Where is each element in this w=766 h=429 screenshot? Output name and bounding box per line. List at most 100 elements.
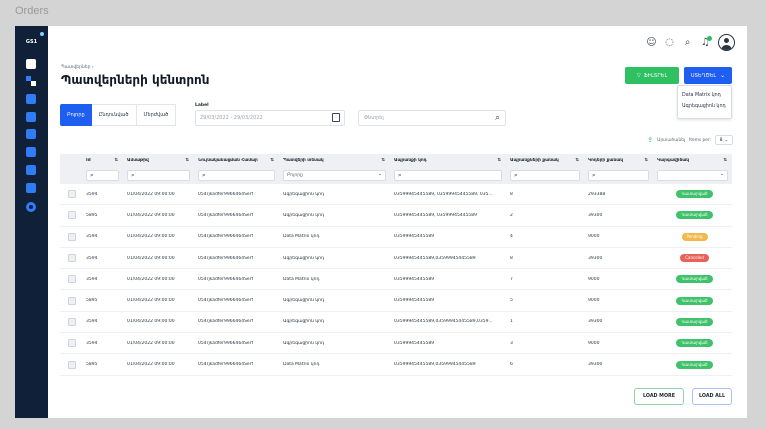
cell-ident: 054rjkadfer9966464Serf <box>198 191 254 197</box>
cell-ident: 054rjkadfer9966464Serf <box>198 298 254 304</box>
breadcrumb[interactable]: Պատվերներ › <box>61 65 94 70</box>
search-input[interactable]: Փնտրել ⌕ <box>358 110 506 126</box>
nav-cards-icon[interactable] <box>26 165 36 175</box>
tab-rejected[interactable]: Մերժված <box>136 104 177 126</box>
header-qty[interactable]: Ապրանքների քանակ ⇅ <box>510 158 579 163</box>
table-row[interactable]: 5895 01/04/2022 09:00:00 054rjkadfer996646… <box>60 354 732 376</box>
export-label[interactable]: Արտահանել <box>657 137 686 143</box>
date-range-input[interactable]: 29/03/2022 - 29/03/2022 <box>195 110 345 126</box>
nav-checklist-icon[interactable] <box>26 112 36 122</box>
table-row[interactable]: 3594 01/04/2022 09:00:00 054rjkadfer996646… <box>60 184 732 206</box>
create-button[interactable]: ՍՏԵՂԾԵԼ ⌄ <box>684 67 732 84</box>
filter-id-input[interactable]: ⌕ <box>86 170 119 181</box>
filter-code-input[interactable]: ⌕ <box>394 170 502 181</box>
table-utilities: ⇪ Արտահանել Items per: 8 ⌄ <box>647 135 733 145</box>
search-icon[interactable]: ⌕ <box>684 36 691 48</box>
sort-icon[interactable]: ⇅ <box>575 158 579 163</box>
menu-item-data-matrix[interactable]: Data Matrix կոդ <box>682 93 721 98</box>
header-type[interactable]: Պատվերի տեսակ ⇅ <box>283 158 385 163</box>
filter-button[interactable]: ▽ ՖԻԼՏՐԵԼ <box>625 67 679 84</box>
row-checkbox[interactable] <box>68 211 76 220</box>
cell-date: 01/04/2022 09:00:00 <box>127 255 175 261</box>
cell-codes: 03599945445589,03599945445589 <box>394 255 476 261</box>
tab-accepted[interactable]: Ընդունված <box>91 104 137 126</box>
avatar[interactable] <box>718 33 735 51</box>
cell-date: 01/04/2022 09:00:00 <box>127 234 175 240</box>
filter-count-input[interactable]: ⌕ <box>588 170 649 181</box>
filter-date-input[interactable]: ⌕ <box>127 170 190 181</box>
nav-settings-icon[interactable] <box>26 202 36 212</box>
search-icon[interactable]: ⌕ <box>494 113 500 123</box>
search-icon: ⌕ <box>398 171 402 179</box>
cell-type: Data Matrix կոդ <box>283 234 320 240</box>
cell-qty: 6 <box>510 362 513 368</box>
cell-date: 01/04/2022 09:00:00 <box>127 191 175 197</box>
sort-icon[interactable]: ⇅ <box>114 158 118 163</box>
row-checkbox[interactable] <box>68 275 76 284</box>
load-all-button[interactable]: LOAD ALL <box>692 388 732 405</box>
table-row[interactable]: 3594 01/04/2022 09:00:00 054rjkadfer996646… <box>60 248 732 270</box>
nav-home-icon[interactable] <box>26 59 36 69</box>
row-checkbox[interactable] <box>68 296 76 305</box>
bell-icon[interactable]: ♫ <box>700 35 712 48</box>
header-status[interactable]: Կարգավիճակ ⇅ <box>657 158 727 163</box>
header-count[interactable]: Կոդերի քանակ ⇅ <box>588 158 648 163</box>
sort-icon[interactable]: ⇅ <box>270 158 274 163</box>
filter-ident-input[interactable]: ⌕ <box>198 170 275 181</box>
row-checkbox[interactable] <box>68 232 76 241</box>
cell-id: 3594 <box>86 234 98 240</box>
row-checkbox[interactable] <box>68 190 76 199</box>
sort-icon[interactable]: ⇅ <box>497 158 501 163</box>
cell-date: 01/04/2022 09:00:00 <box>127 298 175 304</box>
table-row[interactable]: 3594 01/04/2022 09:00:00 054rjkadfer996646… <box>60 312 732 334</box>
search-icon: ⌕ <box>592 171 596 179</box>
filter-type-select[interactable]: Բոլորը ⌄ <box>283 170 386 181</box>
table-row[interactable]: 3594 01/04/2022 09:00:00 054rjkadfer996646… <box>60 227 732 248</box>
sort-icon[interactable]: ⇅ <box>381 158 385 163</box>
cell-qty: 8 <box>510 191 513 197</box>
cell-ident: 054rjkadfer9966464Serf <box>198 212 254 218</box>
app-window: GS1 ☺ ◌ ⌕ ♫ Պատվերներ › Պատվերների կենտր… <box>15 26 747 418</box>
row-checkbox[interactable] <box>68 317 76 326</box>
filter-status-select[interactable]: ⌄ <box>657 170 728 181</box>
load-more-button[interactable]: LOAD MORE <box>634 388 684 405</box>
table-row[interactable]: 3594 01/04/2022 09:00:00 054rjkadfer996646… <box>60 333 732 355</box>
header-id[interactable]: Id ⇅ <box>86 158 118 163</box>
sort-icon[interactable]: ⇅ <box>644 158 648 163</box>
nav-grid-icon[interactable] <box>26 147 36 157</box>
cell-codes: 03599945445589 <box>394 234 435 240</box>
table-row[interactable]: 3594 01/04/2022 09:00:00 054rjkadfer996646… <box>60 269 732 291</box>
menu-item-aggregation[interactable]: Ագրեգացիոն կոդ <box>682 104 726 109</box>
logo-badge <box>40 32 44 36</box>
row-checkbox[interactable] <box>68 360 76 369</box>
tab-all[interactable]: Բոլորը <box>60 104 92 126</box>
header-ident[interactable]: Նույնականացման Համար ⇅ <box>198 158 274 163</box>
status-badge: Կատարված <box>676 360 713 369</box>
items-per-page-select[interactable]: 8 ⌄ <box>715 135 733 145</box>
status-badge: Կատարված <box>676 190 713 199</box>
nav-dashboard-icon[interactable] <box>26 76 36 86</box>
sort-icon[interactable]: ⇅ <box>185 158 189 163</box>
nav-orders-icon[interactable] <box>26 129 36 139</box>
create-dropdown-menu: Data Matrix կոդ Ագրեգացիոն կոդ <box>677 85 732 119</box>
row-checkbox[interactable] <box>68 339 76 348</box>
row-checkbox[interactable] <box>68 254 76 263</box>
cell-type: Data Matrix կոդ <box>283 276 320 282</box>
table-row[interactable]: 5895 01/04/2022 09:00:00 054rjkadfer996646… <box>60 290 732 312</box>
chat-icon[interactable]: ◌ <box>665 36 674 48</box>
table-row[interactable]: 5895 01/04/2022 09:00:00 054rjkadfer996646… <box>60 205 732 227</box>
chevron-down-icon: ⌄ <box>724 137 729 143</box>
nav-calendar-icon[interactable] <box>26 94 36 104</box>
sort-icon[interactable]: ⇅ <box>723 158 727 163</box>
orders-table: Id ⇅ Ամսաթիվ ⇅ Նույնականացման Համար ⇅ Պատվե… <box>60 154 732 376</box>
cell-id: 3594 <box>86 255 98 261</box>
header-date[interactable]: Ամսաթիվ ⇅ <box>127 158 189 163</box>
table-header: Id ⇅ Ամսաթիվ ⇅ Նույնականացման Համար ⇅ Պատվե… <box>60 154 732 167</box>
header-code[interactable]: Ապրանքի կոդ ⇅ <box>394 158 501 163</box>
upload-icon[interactable]: ⇪ <box>647 136 654 144</box>
user-switch-icon[interactable]: ☺ <box>646 36 657 48</box>
calendar-icon[interactable] <box>332 113 340 122</box>
chevron-down-icon: ⌄ <box>377 171 382 177</box>
filter-qty-input[interactable]: ⌕ <box>510 170 580 181</box>
nav-reports-icon[interactable] <box>26 183 36 193</box>
